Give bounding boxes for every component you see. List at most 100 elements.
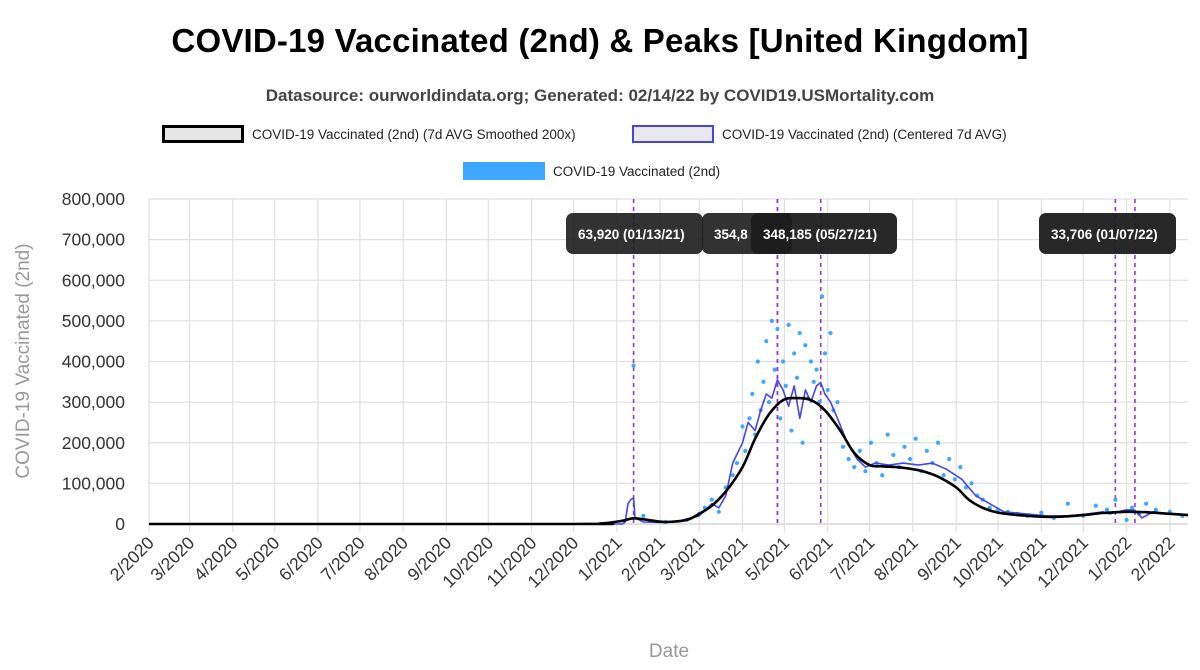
y-axis-title: COVID-19 Vaccinated (2nd) [13, 243, 34, 478]
data-point-daily [766, 400, 772, 405]
legend-swatch-centered-avg [632, 125, 714, 143]
data-point-daily [808, 359, 814, 364]
data-point-daily [761, 379, 766, 384]
legend-item-daily[interactable]: COVID-19 Vaccinated (2nd) [463, 162, 720, 180]
data-point-daily [941, 473, 946, 478]
peak-label: 33,706 (01/07/22) [1039, 213, 1176, 254]
data-point-daily [1130, 505, 1135, 510]
data-point-daily [924, 448, 929, 453]
y-tick-label: 600,000 [62, 270, 126, 290]
peak-label-text: 33,706 (01/07/22) [1051, 227, 1158, 242]
data-point-daily [800, 440, 805, 445]
data-point-daily [1039, 510, 1044, 515]
x-tick-label: 3/2020 [146, 533, 198, 585]
peak-label: 348,185 (05/27/21) [751, 213, 897, 254]
x-tick-label: 7/2021 [826, 533, 878, 585]
x-tick-label: 6/2021 [785, 533, 837, 585]
data-point-daily [769, 318, 774, 323]
data-point-daily [1104, 507, 1110, 512]
series-smoothed [149, 396, 1189, 526]
peak-labels: 63,920 (01/13/21) 354,8 348,185 (05/27/21)… [566, 213, 1176, 254]
data-point-daily [641, 513, 646, 518]
series-daily-points [631, 294, 1185, 525]
data-point-daily [868, 440, 874, 445]
data-point-daily [907, 456, 913, 462]
x-tick-label: 1/2021 [574, 533, 626, 585]
legend-label-daily: COVID-19 Vaccinated (2nd) [553, 163, 721, 179]
data-point-daily [743, 448, 748, 453]
data-point-daily [786, 322, 791, 328]
legend-item-centered-avg[interactable]: COVID-19 Vaccinated (2nd) (Centered 7d A… [632, 125, 1007, 143]
data-point-daily [846, 456, 851, 462]
legend-item-smoothed[interactable]: COVID-19 Vaccinated (2nd) (7d AVG Smooth… [162, 125, 576, 143]
data-point-daily [880, 473, 885, 478]
x-tick-label: 6/2020 [275, 533, 327, 585]
data-point-daily [772, 367, 777, 372]
data-point-daily [764, 339, 769, 344]
peak-label-box [566, 213, 703, 254]
data-point-daily [863, 469, 868, 474]
legend-swatch-daily [463, 162, 545, 180]
data-point-daily [797, 330, 802, 336]
y-tick-label: 200,000 [62, 433, 126, 453]
data-point-daily [778, 416, 783, 421]
data-point-daily [783, 383, 788, 388]
peak-label: 63,920 (01/13/21) [566, 213, 703, 254]
data-point-daily [1144, 501, 1149, 506]
peak-label-text: 348,185 (05/27/21) [763, 227, 877, 242]
data-point-daily [803, 343, 808, 348]
x-tick-label: 2/2020 [106, 533, 158, 585]
y-tick-label: 500,000 [62, 311, 126, 331]
legend-swatch-smoothed [162, 125, 244, 143]
data-point-daily [750, 391, 755, 397]
data-point-daily [885, 432, 890, 437]
legend-label-centered-avg: COVID-19 Vaccinated (2nd) (Centered 7d A… [722, 126, 1007, 142]
series-line-centered-avg [149, 379, 1189, 525]
data-point-daily [631, 363, 636, 368]
data-point-daily [734, 460, 740, 466]
x-tick-label: 5/2020 [232, 533, 284, 585]
data-point-daily [1113, 497, 1118, 502]
data-point-daily [1124, 517, 1129, 523]
data-point-daily [747, 416, 752, 421]
x-tick-label: 4/2021 [699, 533, 751, 585]
data-point-daily [822, 351, 828, 356]
x-tick-label: 8/2021 [870, 533, 922, 585]
y-tick-label: 700,000 [62, 230, 126, 250]
peak-markers [632, 199, 1136, 524]
data-point-daily [947, 456, 952, 462]
chart-subtitle: Datasource: ourworldindata.org; Generate… [265, 86, 935, 105]
data-point-daily [1153, 507, 1158, 512]
data-point-daily [835, 400, 840, 405]
legend-label-smoothed: COVID-19 Vaccinated (2nd) (7d AVG Smooth… [252, 126, 576, 142]
y-tick-label: 400,000 [62, 352, 126, 372]
data-point-daily [775, 326, 780, 332]
x-tick-label: 5/2021 [741, 533, 793, 585]
x-axis-title: Date [649, 641, 689, 662]
peak-label-box [1039, 213, 1176, 254]
data-point-daily [709, 497, 714, 502]
data-point-daily [1093, 503, 1098, 508]
data-point-daily [935, 440, 941, 445]
data-point-daily [811, 379, 816, 384]
data-point-daily [820, 294, 825, 299]
data-point-daily [828, 330, 833, 336]
data-point-daily [840, 444, 846, 449]
data-point-daily [1065, 501, 1071, 506]
data-point-daily [730, 473, 735, 478]
x-axis-ticks: 2/20203/20204/20205/20206/20207/20208/20… [106, 533, 1179, 592]
x-tick-label: 8/2020 [360, 533, 412, 585]
data-point-daily [902, 444, 907, 449]
series-line-smoothed [149, 396, 1189, 526]
peak-label-text: 63,920 (01/13/21) [578, 227, 685, 242]
data-point-daily [789, 428, 794, 433]
x-tick-label: 4/2020 [190, 533, 242, 585]
y-tick-label: 800,000 [62, 189, 126, 209]
data-point-daily [794, 375, 800, 380]
series-centered-avg [149, 379, 1189, 525]
data-point-daily [852, 465, 857, 470]
data-point-daily [825, 387, 830, 393]
data-point-daily [891, 452, 896, 458]
data-point-daily [958, 465, 963, 470]
